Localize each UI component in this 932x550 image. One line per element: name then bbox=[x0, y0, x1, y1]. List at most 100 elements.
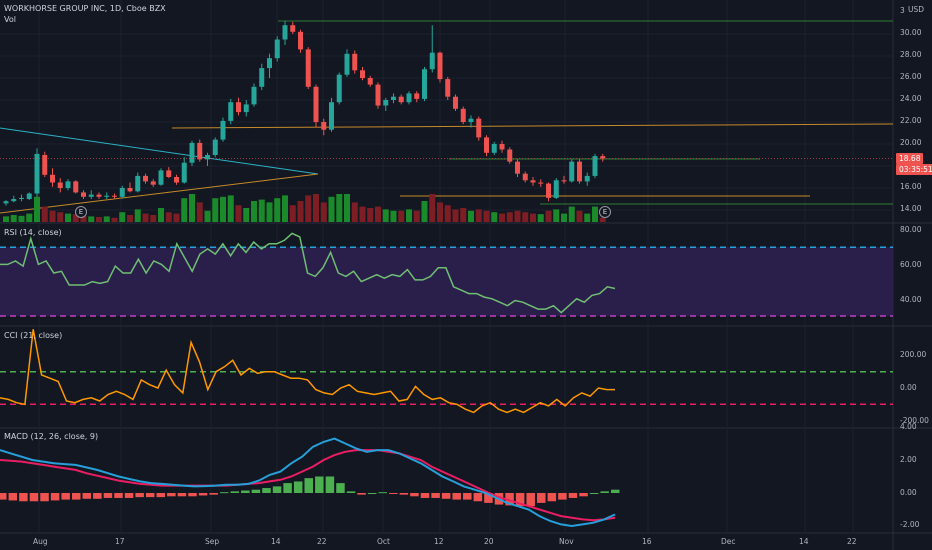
rsi-tick-label: 40.00 bbox=[900, 295, 922, 304]
macd-histogram-bar bbox=[283, 483, 292, 493]
macd-histogram-bar bbox=[219, 492, 229, 494]
macd-histogram-bar bbox=[293, 481, 303, 493]
volume-bar bbox=[26, 213, 33, 222]
candle-body bbox=[375, 84, 381, 106]
currency-label[interactable]: USD bbox=[908, 5, 925, 14]
macd-histogram-bar bbox=[177, 493, 187, 497]
macd-tick-label: -2.00 bbox=[900, 520, 920, 529]
cci-legend[interactable]: CCI (21, close) bbox=[4, 331, 63, 340]
candle-body bbox=[181, 162, 187, 183]
macd-histogram-bar bbox=[589, 493, 599, 494]
macd-histogram-bar bbox=[29, 493, 39, 502]
cci-tick-label: -200.00 bbox=[900, 416, 929, 425]
cci-line bbox=[0, 329, 615, 414]
macd-histogram-bar bbox=[537, 493, 546, 503]
volume-bar bbox=[220, 196, 226, 222]
price-tick-label: 22.00 bbox=[900, 116, 922, 125]
rsi-legend[interactable]: RSI (14, close) bbox=[4, 228, 62, 237]
candle-body bbox=[158, 170, 164, 185]
volume-bar bbox=[111, 217, 118, 222]
date-tick-label: Nov bbox=[559, 537, 574, 546]
candle-body bbox=[561, 180, 567, 182]
macd-histogram-bar bbox=[346, 491, 356, 493]
macd-histogram-bar bbox=[241, 490, 250, 493]
macd-histogram-bar bbox=[600, 491, 609, 493]
candle-body bbox=[166, 170, 172, 177]
volume-bar bbox=[18, 215, 25, 222]
rsi-band bbox=[0, 247, 893, 316]
volume-bar bbox=[320, 202, 327, 222]
macd-histogram-bar bbox=[515, 493, 525, 507]
candle-body bbox=[197, 142, 203, 160]
candle-body bbox=[577, 161, 582, 182]
candle-body bbox=[189, 142, 195, 163]
volume-bar bbox=[142, 213, 149, 222]
macd-histogram-bar bbox=[568, 493, 578, 498]
volume-bar bbox=[258, 199, 265, 222]
macd-line bbox=[0, 437, 616, 528]
date-tick-label: 17 bbox=[115, 537, 125, 546]
candle-body bbox=[112, 195, 117, 197]
volume-bar bbox=[514, 210, 521, 222]
volume-bar bbox=[119, 212, 126, 222]
candle-body bbox=[383, 100, 389, 106]
volume-bar bbox=[545, 210, 552, 222]
volume-bar bbox=[127, 215, 133, 222]
candle-body bbox=[228, 102, 234, 121]
candle-body bbox=[174, 177, 179, 183]
volume-bar bbox=[297, 201, 304, 222]
cci-tick-label: 200.00 bbox=[900, 350, 927, 359]
date-tick-label: 12 bbox=[434, 537, 444, 546]
candle-body bbox=[11, 199, 17, 202]
macd-histogram-bar bbox=[378, 492, 387, 494]
macd-histogram-bar bbox=[315, 476, 324, 493]
macd-histogram-bar bbox=[399, 493, 409, 495]
volume-bar bbox=[421, 201, 428, 222]
candle-body bbox=[468, 118, 474, 122]
candle-body bbox=[282, 25, 288, 40]
macd-histogram-bar bbox=[198, 493, 208, 496]
macd-legend[interactable]: MACD (12, 26, close, 9) bbox=[4, 432, 99, 441]
macd-histogram-bar bbox=[304, 478, 313, 493]
macd-histogram-bar bbox=[135, 493, 144, 498]
candle-body bbox=[119, 188, 125, 197]
price-tick-label: 24.00 bbox=[900, 94, 922, 103]
macd-histogram-bar bbox=[325, 476, 335, 493]
candle-body bbox=[391, 96, 396, 100]
earnings-marker-icon[interactable]: E bbox=[599, 206, 611, 218]
volume-bar bbox=[584, 213, 591, 222]
symbol-title[interactable]: WORKHORSE GROUP INC, 1D, Cboe BZX bbox=[4, 4, 166, 13]
macd-histogram-bar bbox=[50, 493, 60, 501]
candle-body bbox=[267, 58, 272, 69]
macd-histogram-bar bbox=[558, 493, 567, 500]
date-tick-label: 14 bbox=[271, 537, 281, 546]
candle-body bbox=[19, 197, 24, 199]
volume-bar bbox=[10, 215, 17, 222]
macd-histogram-bar bbox=[420, 493, 430, 498]
volume-label: Vol bbox=[4, 15, 16, 24]
volume-bar bbox=[398, 210, 405, 222]
date-tick-label: Dec bbox=[721, 537, 736, 546]
candle-body bbox=[538, 182, 544, 184]
volume-bar bbox=[491, 212, 498, 222]
volume-bar bbox=[506, 212, 513, 222]
volume-bar bbox=[181, 198, 188, 222]
volume-bar bbox=[3, 216, 9, 222]
volume-bar bbox=[406, 209, 412, 222]
macd-histogram-bar bbox=[124, 493, 134, 498]
candle-body bbox=[321, 122, 327, 130]
rsi-tick-label: 60.00 bbox=[900, 260, 922, 269]
earnings-marker-icon[interactable]: E bbox=[75, 206, 87, 218]
candle-body bbox=[73, 181, 79, 193]
trend-line-drawing bbox=[0, 173, 319, 214]
macd-histogram-bar bbox=[441, 493, 451, 499]
volume-bar bbox=[344, 194, 350, 222]
volume-bar bbox=[522, 212, 529, 222]
macd-signal-line bbox=[0, 449, 616, 522]
last-price-badge: 18.68 bbox=[896, 153, 924, 164]
candle-body bbox=[96, 194, 102, 197]
candle-body bbox=[460, 108, 466, 122]
volume-bar bbox=[34, 196, 40, 222]
price-tick-label: 16.00 bbox=[900, 182, 922, 191]
